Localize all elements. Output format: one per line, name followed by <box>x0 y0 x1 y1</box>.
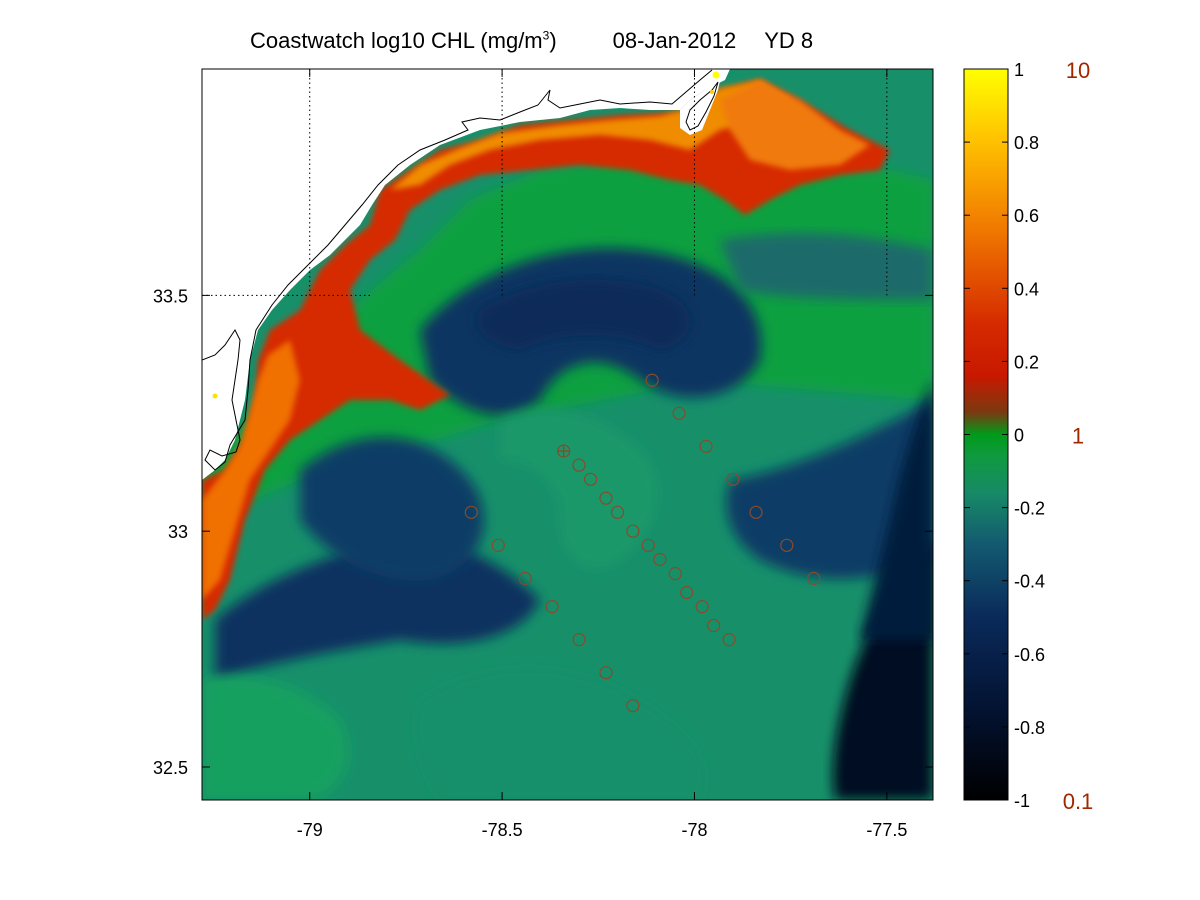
station-marker <box>583 472 598 486</box>
station-markers <box>464 373 821 713</box>
station-marker <box>645 373 659 387</box>
station-marker <box>653 552 667 567</box>
x-tick-label: -78 <box>681 820 707 840</box>
station-marker <box>749 505 763 519</box>
land-notch-east <box>680 72 722 135</box>
station-marker <box>695 600 709 614</box>
coastline <box>202 69 713 471</box>
high-chl-spot <box>710 90 714 94</box>
station-marker <box>626 699 640 713</box>
high-chl-spot <box>712 71 720 79</box>
east-blue-band <box>726 400 933 579</box>
title-yearday: YD 8 <box>764 28 814 53</box>
green-swirl-center <box>500 410 658 568</box>
x-tick-label: -79 <box>297 820 323 840</box>
gyre-core <box>477 279 690 350</box>
station-marker <box>699 439 713 453</box>
station-marker <box>641 538 655 552</box>
station-marker <box>599 491 613 505</box>
west-blue-swirl <box>300 437 485 581</box>
station-marker <box>707 618 721 633</box>
coastal-red-band <box>202 80 890 620</box>
y-tick-label: 33.5 <box>153 286 188 306</box>
map-axis-ticks <box>202 69 933 800</box>
station-marker <box>668 567 682 581</box>
map-frame <box>201 68 934 801</box>
colorbar-tick-label: -0.6 <box>1014 645 1045 665</box>
colorbar-tick-label: 0.2 <box>1014 352 1039 372</box>
map-panel <box>202 69 933 800</box>
station-marker <box>722 633 736 647</box>
station-marker <box>518 571 532 585</box>
station-marker <box>626 524 640 538</box>
title-close: ) <box>549 28 557 53</box>
coastal-orange-north <box>390 80 790 190</box>
colorbar-tick-label: 0.8 <box>1014 133 1039 153</box>
x-tick-label: -78.5 <box>482 820 523 840</box>
east-blue-band-2 <box>720 233 933 300</box>
title-main: Coastwatch log10 CHL (mg/m <box>250 28 543 53</box>
colorbar-tick-label: 0 <box>1014 426 1024 446</box>
colorbar-tick-label: -0.8 <box>1014 718 1045 738</box>
high-chl-spot <box>212 393 218 399</box>
colorbar-tick-label: -1 <box>1014 791 1030 811</box>
coastal-orange-northeast <box>720 80 870 170</box>
station-marker <box>726 472 740 486</box>
colorbar-tick-label: 1 <box>1014 60 1024 80</box>
station-marker <box>680 585 694 600</box>
southwest-blue <box>215 538 540 680</box>
station-marker <box>599 666 613 680</box>
colorbar-linear-label: 1 <box>1072 424 1084 449</box>
station-marker <box>491 538 505 552</box>
station-marker <box>572 458 586 472</box>
colorbar-tick-label: -0.2 <box>1014 499 1045 519</box>
chart-title: Coastwatch log10 CHL (mg/m3) 08-Jan-2012 Y… <box>250 28 813 54</box>
colorbar-tick-label: 0.6 <box>1014 206 1039 226</box>
y-tick-label: 33 <box>168 522 188 542</box>
green-plume-southwest <box>202 676 348 800</box>
station-marker <box>572 633 586 647</box>
green-swirl-south <box>416 668 706 800</box>
deep-edge <box>860 380 933 640</box>
station-marker <box>610 505 625 519</box>
coastline-island <box>685 81 719 131</box>
station-marker <box>464 505 478 519</box>
coastal-orange-band <box>202 340 300 600</box>
colorbar-linear-label: 10 <box>1066 58 1090 83</box>
station-marker <box>672 406 686 420</box>
x-tick-label: -77.5 <box>866 820 907 840</box>
colorbar-tick-label: 0.4 <box>1014 279 1039 299</box>
colorbar-linear-labels: 10 1 0.1 <box>1063 58 1094 814</box>
graticule <box>202 69 888 296</box>
colorbar <box>963 68 1009 801</box>
colorbar-tick-label: -0.4 <box>1014 572 1045 592</box>
y-tick-label: 32.5 <box>153 758 188 778</box>
station-marker <box>545 600 559 614</box>
colorbar-labels: 1 0.8 0.6 0.4 0.2 0 -0.2 -0.4 -0.6 -0.8 -1 <box>1014 60 1045 811</box>
station-marker <box>780 538 794 552</box>
land <box>202 69 730 480</box>
station-marker <box>807 571 821 585</box>
colorbar-ticks <box>964 68 1008 801</box>
colorbar-linear-label: 0.1 <box>1063 789 1094 814</box>
title-unit-exponent: 3 <box>542 28 550 43</box>
title-date: 08-Jan-2012 <box>612 28 737 53</box>
map-axis-labels: -79 -78.5 -78 -77.5 33.5 33 32.5 <box>153 286 907 840</box>
